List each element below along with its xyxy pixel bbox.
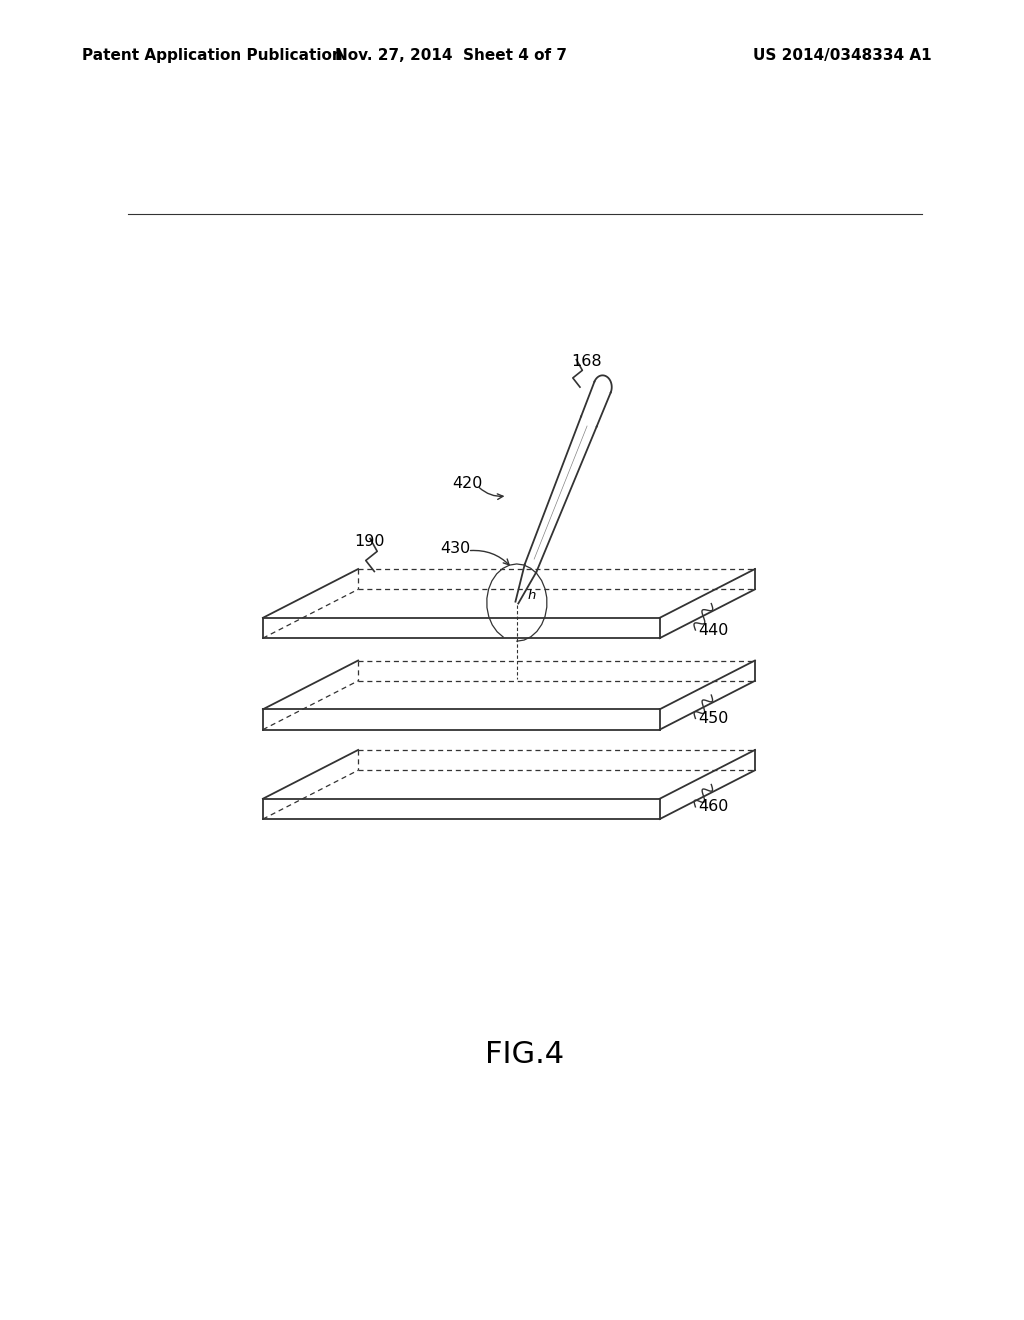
Text: 430: 430 <box>440 541 471 556</box>
Text: h: h <box>527 589 536 602</box>
Text: 190: 190 <box>354 535 385 549</box>
Text: 440: 440 <box>697 623 728 638</box>
Text: US 2014/0348334 A1: US 2014/0348334 A1 <box>754 48 932 63</box>
Text: 450: 450 <box>697 711 728 726</box>
Text: FIG.4: FIG.4 <box>485 1040 564 1069</box>
Text: Patent Application Publication: Patent Application Publication <box>82 48 343 63</box>
Text: 168: 168 <box>570 354 601 370</box>
Text: 460: 460 <box>697 800 728 814</box>
Text: 420: 420 <box>452 477 482 491</box>
Text: Nov. 27, 2014  Sheet 4 of 7: Nov. 27, 2014 Sheet 4 of 7 <box>335 48 566 63</box>
